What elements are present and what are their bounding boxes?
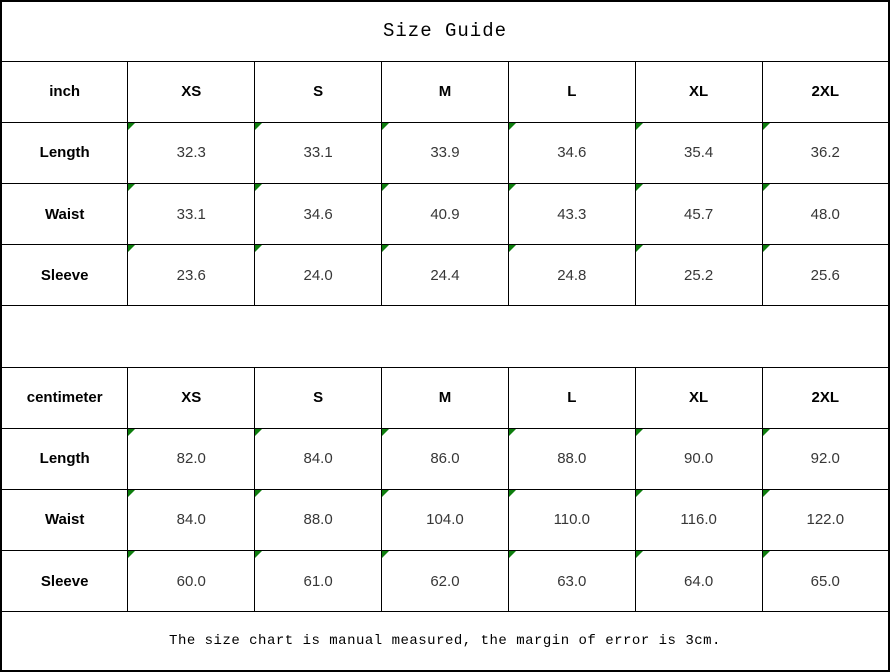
cell-inch-waist-xl: 45.7 [634,183,763,246]
table-row: Length 82.0 84.0 86.0 88.0 90.0 92.0 [0,427,890,490]
table-row: Waist 33.1 34.6 40.9 43.3 45.7 48.0 [0,183,890,246]
column-header-s: S [254,60,383,123]
cell-cm-length-xl: 90.0 [634,427,763,490]
footer-note: The size chart is manual measured, the m… [0,611,890,672]
cell-inch-sleeve-xs: 23.6 [127,244,256,307]
cell-cm-sleeve-xs: 60.0 [127,550,256,613]
cell-cm-sleeve-xl: 64.0 [634,550,763,613]
cell-inch-length-xs: 32.3 [127,121,256,185]
cell-cm-waist-2xl: 122.0 [761,488,890,552]
cell-cm-sleeve-2xl: 65.0 [761,550,890,613]
cell-inch-sleeve-xl: 25.2 [634,244,763,307]
row-label-sleeve: Sleeve [0,244,129,307]
cell-cm-waist-m: 104.0 [381,488,509,552]
row-label-length: Length [0,427,129,490]
column-header-xs: XS [127,366,256,429]
column-header-s: S [254,366,383,429]
cell-inch-waist-m: 40.9 [381,183,509,246]
column-header-xl: XL [634,60,763,123]
cell-inch-sleeve-m: 24.4 [381,244,509,307]
unit-header-inch: inch [0,60,129,123]
cell-inch-sleeve-l: 24.8 [507,244,636,307]
cell-inch-sleeve-2xl: 25.6 [761,244,890,307]
page-title: Size Guide [0,0,890,62]
cell-inch-length-l: 34.6 [507,121,636,185]
column-header-2xl: 2XL [761,60,890,123]
cell-cm-waist-xl: 116.0 [634,488,763,552]
cell-cm-length-m: 86.0 [381,427,509,490]
cell-inch-length-xl: 35.4 [634,121,763,185]
cell-inch-waist-s: 34.6 [254,183,383,246]
table-row: Sleeve 60.0 61.0 62.0 63.0 64.0 65.0 [0,550,890,613]
column-header-xl: XL [634,366,763,429]
cell-cm-length-2xl: 92.0 [761,427,890,490]
table-row: Waist 84.0 88.0 104.0 110.0 116.0 122.0 [0,488,890,552]
spacer-row [0,305,890,368]
cell-cm-waist-l: 110.0 [507,488,636,552]
row-label-length: Length [0,121,129,185]
cell-inch-length-2xl: 36.2 [761,121,890,185]
cell-inch-length-s: 33.1 [254,121,383,185]
column-header-m: M [381,366,509,429]
row-label-waist: Waist [0,183,129,246]
row-label-sleeve: Sleeve [0,550,129,613]
column-header-l: L [507,366,636,429]
cell-cm-sleeve-s: 61.0 [254,550,383,613]
cell-cm-waist-xs: 84.0 [127,488,256,552]
cell-inch-waist-2xl: 48.0 [761,183,890,246]
cell-cm-sleeve-l: 63.0 [507,550,636,613]
column-header-2xl: 2XL [761,366,890,429]
cell-inch-sleeve-s: 24.0 [254,244,383,307]
cell-inch-waist-xs: 33.1 [127,183,256,246]
cell-cm-sleeve-m: 62.0 [381,550,509,613]
column-header-xs: XS [127,60,256,123]
unit-header-centimeter: centimeter [0,366,129,429]
cell-cm-length-xs: 82.0 [127,427,256,490]
table-row: Sleeve 23.6 24.0 24.4 24.8 25.2 25.6 [0,244,890,307]
table-row: Length 32.3 33.1 33.9 34.6 35.4 36.2 [0,121,890,185]
cell-cm-waist-s: 88.0 [254,488,383,552]
cell-inch-waist-l: 43.3 [507,183,636,246]
column-header-l: L [507,60,636,123]
cell-cm-length-l: 88.0 [507,427,636,490]
row-label-waist: Waist [0,488,129,552]
cell-cm-length-s: 84.0 [254,427,383,490]
cell-inch-length-m: 33.9 [381,121,509,185]
column-header-m: M [381,60,509,123]
